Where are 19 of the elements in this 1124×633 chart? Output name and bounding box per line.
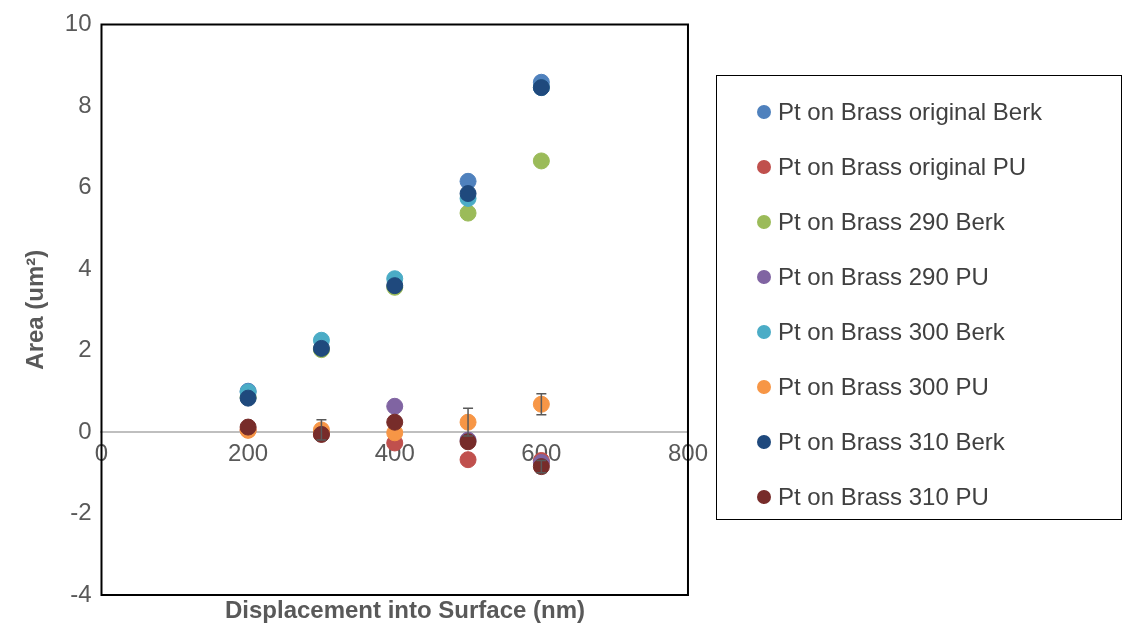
legend-label: Pt on Brass 300 Berk (778, 317, 1005, 346)
x-axis-title: Displacement into Surface (nm) (223, 596, 587, 624)
y-tick-label: -4 (70, 579, 92, 607)
legend-label: Pt on Brass 290 Berk (778, 207, 1005, 236)
y-tick-label: -2 (70, 498, 92, 526)
x-tick-label: 200 (228, 439, 269, 466)
legend-label: Pt on Brass original PU (778, 152, 1027, 181)
y-tick-label: 10 (64, 9, 92, 37)
y-tick-label: 4 (78, 253, 92, 281)
y-tick-label: 6 (78, 172, 92, 200)
y-tick-label: 0 (78, 416, 92, 444)
legend-label: Pt on Brass 290 PU (778, 262, 989, 291)
y-axis-title: Area (um²) (21, 249, 49, 370)
legend-label: Pt on Brass 310 Berk (778, 427, 1005, 456)
legend-label: Pt on Brass 310 PU (778, 482, 989, 511)
y-tick-label: 8 (78, 90, 92, 118)
legend-label: Pt on Brass original Berk (778, 97, 1043, 126)
legend-label: Pt on Brass 300 PU (778, 372, 989, 401)
y-tick-label: 2 (78, 335, 92, 363)
